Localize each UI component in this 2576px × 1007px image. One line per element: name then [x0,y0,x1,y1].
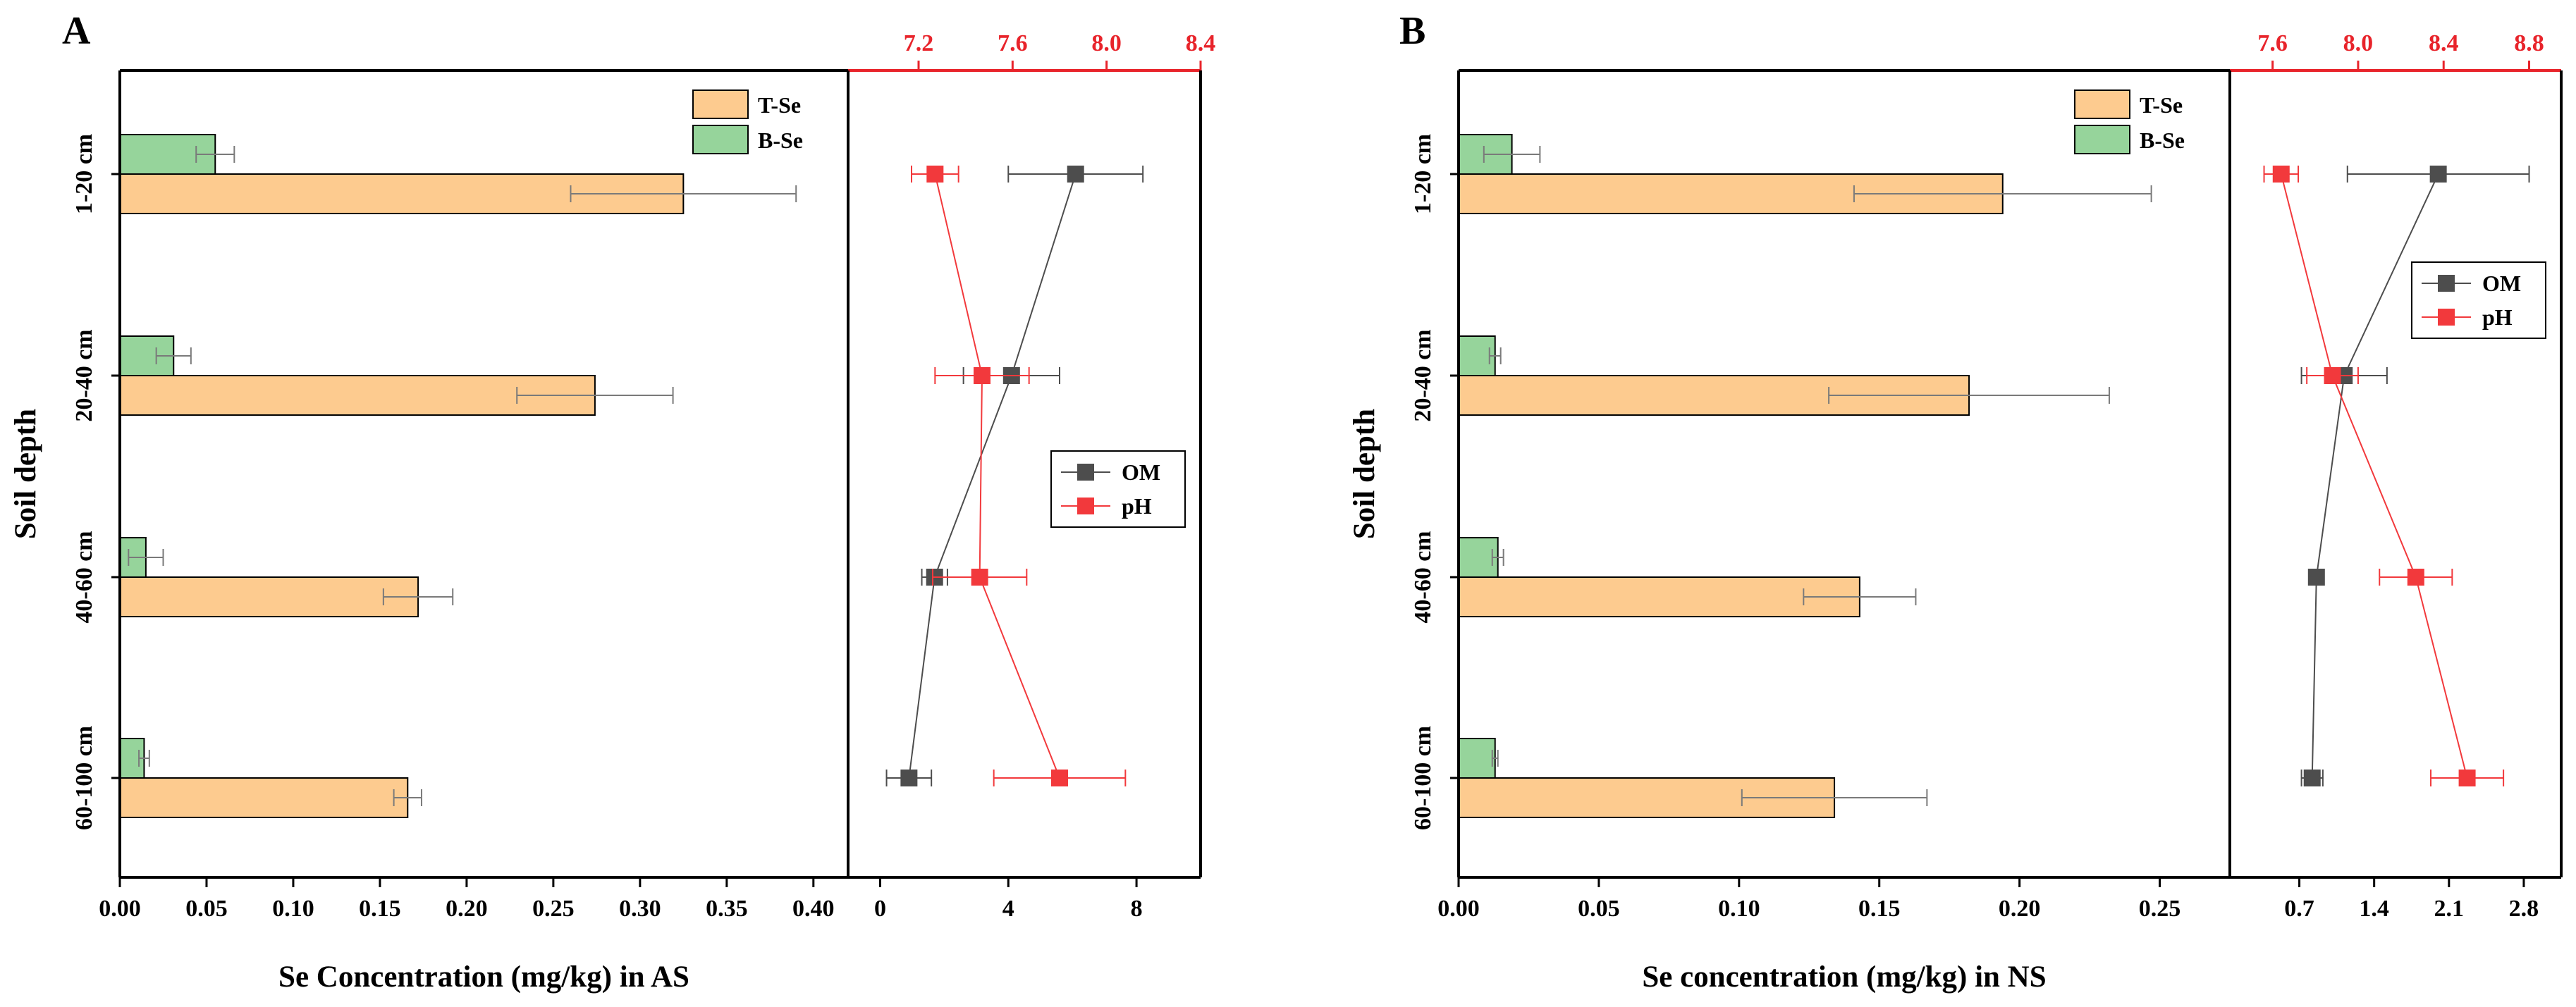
ph-x-tick-label: 8.0 [1091,30,1122,56]
om-x-tick-label: 8 [1131,896,1143,922]
x-tick-label: 0.40 [792,896,835,922]
x-tick-label: 0.20 [446,896,488,922]
ph-x-tick-label: 8.0 [2343,30,2374,56]
panel-letter: B [1399,9,1425,53]
om-x-tick-label: 1.4 [2359,896,2389,922]
legend-label: OM [2482,271,2521,296]
om-x-tick-label: 2.8 [2509,896,2539,922]
legend-box [1050,450,1186,528]
panel-a: A 1-20 cm 20-40 cm 40-60 cm 60-100 cm 0.00 0.0… [9,9,1215,994]
x-tick-label: 0.20 [1999,896,2041,922]
ph-x-tick-label: 7.6 [998,30,1028,56]
y-tick-label: 1-20 cm [1410,134,1436,214]
panel-letter: A [62,9,91,53]
y-axis-title: Soil depth [9,409,42,539]
ph-point [974,367,990,384]
x-tick-label: 0.10 [272,896,314,922]
ph-point [926,166,944,183]
ph-point [2272,166,2290,183]
ph-point [2407,569,2424,586]
ph-line [934,173,1060,779]
x-tick-label: 0.25 [2139,896,2181,922]
x-tick-label: 0.05 [1578,896,1620,922]
legend-box [2411,261,2546,339]
legend-bars: T-Se B-Se [692,89,803,154]
bar-b-se [1458,537,1499,578]
x-tick-label: 0.15 [1858,896,1901,922]
ph-line [2280,173,2468,779]
legend-swatch [2074,125,2130,154]
legend-label: B-Se [758,128,803,153]
x-tick-label: 0.00 [99,896,141,922]
ph-series [911,166,1127,786]
om-point [900,770,918,786]
y-tick-label: 60-100 cm [1410,726,1436,830]
x-tick-label: 0.30 [619,896,661,922]
om-x-tick-label: 0 [874,896,886,922]
legend-swatch [692,125,749,154]
y-tick-label: 60-100 cm [71,726,97,830]
om-point [2429,166,2447,183]
om-series [2300,166,2530,786]
legend-label: pH [2482,304,2513,330]
legend-marker [2438,275,2455,292]
om-line [2311,173,2439,779]
legend-label: B-Se [2140,128,2185,153]
y-tick-label: 1-20 cm [71,134,97,214]
bar-t-se [119,777,409,818]
legend-marker [2438,309,2455,326]
om-point [1067,166,1084,183]
legend-swatch [692,89,749,119]
ph-x-tick-label: 8.4 [1186,30,1216,56]
bar-t-se [1458,576,1860,617]
x-tick-label: 0.25 [532,896,575,922]
om-x-tick-label: 0.7 [2284,896,2314,922]
y-axis-title: Soil depth [1348,409,1381,539]
bar-t-se [119,576,419,617]
legend-label: T-Se [758,92,801,118]
y-tick-label: 20-40 cm [71,329,97,421]
legend-label: pH [1122,493,1152,519]
ph-x-tick-label: 8.4 [2429,30,2459,56]
x-tick-label: 0.15 [359,896,401,922]
ph-point [1051,770,1068,786]
om-point [2303,770,2321,786]
panel-b: B 1-20 cm 20-40 cm 40-60 cm 60-100 cm 0.00 0.0… [1348,9,2563,994]
om-line [908,173,1077,779]
ph-point [2458,770,2476,786]
ph-point [971,569,988,586]
legend-marker [1077,498,1094,514]
x-tick-label: 0.10 [1718,896,1760,922]
ph-point [2324,367,2341,384]
y-tick-label: 20-40 cm [1410,329,1436,421]
ph-x-tick-label: 7.6 [2257,30,2288,56]
x-tick-label: 0.00 [1437,896,1480,922]
x-axis-title: Se concentration (mg/kg) in NS [1642,960,2046,994]
y-tick-label: 40-60 cm [1410,531,1436,623]
ph-x-tick-label: 8.8 [2514,30,2544,56]
legend-label: T-Se [2140,92,2183,118]
legend-lines: OM pH [2411,261,2546,339]
x-tick-label: 0.05 [185,896,228,922]
ph-series [2263,166,2505,786]
legend-bars: T-Se B-Se [2074,89,2185,154]
legend-swatch [2074,89,2130,119]
ph-x-tick-label: 7.2 [904,30,934,56]
bar-b-se [1458,738,1496,779]
legend-label: OM [1122,459,1160,485]
y-tick-label: 40-60 cm [71,531,97,623]
legend-lines: OM pH [1050,450,1186,528]
om-x-tick-label: 2.1 [2434,896,2465,922]
legend-marker [1077,464,1094,481]
x-tick-label: 0.35 [706,896,748,922]
x-axis-title: Se Concentration (mg/kg) in AS [278,960,689,994]
om-x-tick-label: 4 [1002,896,1014,922]
om-point [2307,569,2325,586]
